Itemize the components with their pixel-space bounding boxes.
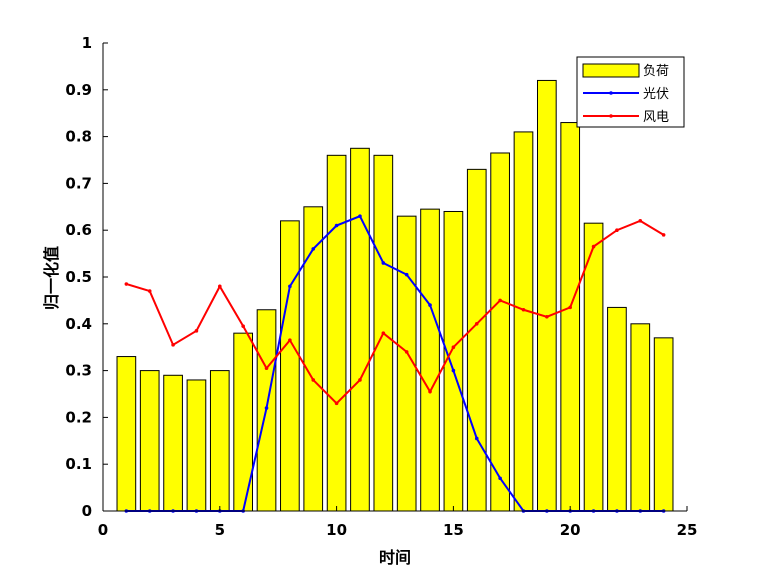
bar — [536, 79, 557, 512]
series-point — [661, 233, 666, 237]
y-tick-label: 0.1 — [65, 455, 92, 473]
legend-label: 负荷 — [643, 64, 669, 79]
y-tick-label: 0.5 — [65, 268, 92, 286]
legend-swatch — [582, 63, 640, 78]
x-tick-label: 10 — [326, 521, 347, 539]
x-tick-label: 25 — [677, 521, 698, 539]
series-point — [568, 305, 572, 310]
bar — [513, 131, 534, 512]
series-point — [404, 272, 409, 277]
series-point — [264, 366, 269, 371]
bar — [209, 370, 230, 512]
series-point — [358, 214, 362, 218]
y-tick-label: 0.8 — [65, 128, 92, 146]
series-point — [615, 228, 619, 232]
series-point — [521, 307, 526, 312]
y-tick-label: 0.4 — [65, 315, 92, 333]
series-point — [241, 324, 245, 328]
load-bars — [116, 79, 674, 512]
series-point — [474, 436, 479, 441]
x-tick-label: 15 — [443, 521, 464, 539]
series-point — [334, 223, 339, 228]
legend-label: 风电 — [643, 110, 669, 125]
bar — [326, 154, 347, 512]
series-point — [428, 389, 432, 394]
bar — [560, 122, 581, 512]
bar — [653, 337, 674, 512]
bar — [490, 152, 510, 512]
bar — [163, 374, 183, 512]
bar — [280, 220, 300, 512]
series-point — [171, 343, 175, 347]
series-point — [218, 284, 222, 289]
y-tick-label: 1 — [82, 34, 92, 52]
y-tick-label: 0.3 — [65, 362, 92, 380]
series-point — [124, 282, 129, 286]
y-tick-label: 0.6 — [65, 221, 92, 239]
series-point — [381, 331, 386, 335]
y-tick-label: 0.2 — [65, 408, 92, 426]
series-point — [311, 247, 316, 251]
bar — [139, 370, 160, 512]
y-tick-label: 0.7 — [65, 174, 92, 192]
legend-label: 光伏 — [643, 87, 669, 102]
bar — [186, 379, 207, 512]
bar — [630, 323, 651, 512]
series-point — [404, 350, 409, 354]
series-point — [545, 314, 549, 319]
legend-marker — [609, 114, 613, 118]
series-point — [334, 401, 339, 406]
series-point — [451, 345, 456, 350]
legend-marker — [609, 91, 613, 95]
bar — [420, 208, 440, 512]
y-tick-label: 0 — [82, 502, 92, 520]
series-line — [126, 219, 665, 405]
bar — [116, 356, 137, 512]
series-point — [288, 284, 292, 289]
bar — [303, 206, 324, 512]
series-point — [311, 378, 316, 382]
bar — [350, 147, 370, 512]
series-point — [498, 298, 502, 303]
series-point — [358, 378, 362, 382]
series-point — [451, 368, 456, 373]
x-tick-label: 5 — [215, 521, 225, 539]
series-point — [428, 303, 432, 307]
axes: 0 5 10 15 20 25 0 0.1 0.2 0.3 0.4 0.5 0.6 0.7 0.8 0.9 1 — [65, 34, 697, 539]
bar — [466, 168, 487, 512]
x-tick-label: 20 — [560, 521, 581, 539]
series-point — [474, 322, 479, 326]
series-point — [591, 244, 596, 249]
series-point — [288, 338, 292, 342]
series-point — [381, 261, 386, 265]
series-point — [264, 406, 269, 410]
x-axis-label: 时间 — [379, 548, 411, 567]
y-tick-label: 0.9 — [65, 81, 92, 99]
series-point — [147, 289, 152, 293]
bar — [607, 306, 627, 512]
series-point — [638, 219, 643, 223]
y-axis-label: 归一化值 — [42, 246, 61, 310]
series-point — [194, 329, 199, 333]
series-point — [498, 476, 502, 481]
series-line — [126, 214, 664, 512]
x-tick-label: 0 — [98, 521, 108, 539]
